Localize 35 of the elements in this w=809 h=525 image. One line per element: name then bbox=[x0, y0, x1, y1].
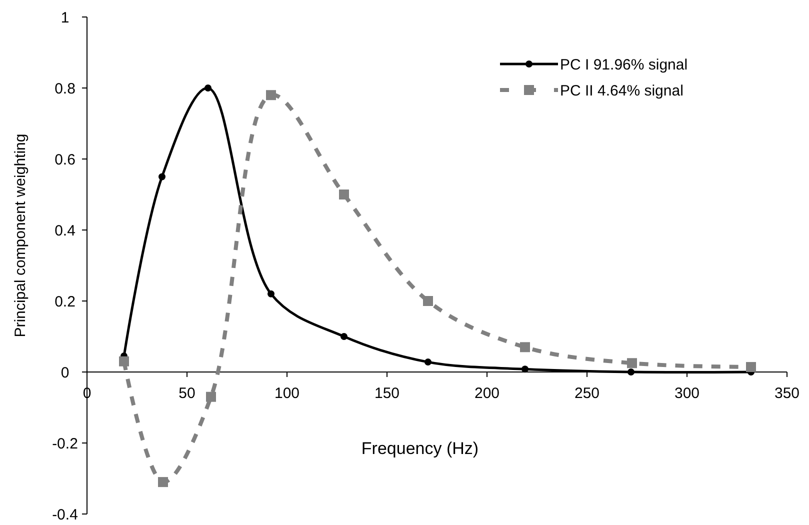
y-tick-label: 0.4 bbox=[54, 222, 76, 240]
y-tick-label: 1 bbox=[60, 9, 70, 26]
y-tick-label: -0.2 bbox=[52, 435, 78, 452]
point bbox=[424, 358, 432, 366]
y-tick-label: -0.4 bbox=[52, 506, 78, 524]
x-tick-label: 350 bbox=[774, 385, 800, 402]
y-tick-label: 0.8 bbox=[54, 80, 76, 98]
y-tick-label: 0.6 bbox=[54, 151, 76, 168]
y-axis-title: Principal component weighting bbox=[12, 134, 29, 338]
point bbox=[522, 366, 528, 373]
x-tick-label: 150 bbox=[374, 385, 400, 402]
point bbox=[158, 477, 168, 488]
x-tick-label: 250 bbox=[574, 385, 600, 402]
point bbox=[158, 173, 166, 180]
point bbox=[206, 392, 216, 402]
point bbox=[627, 358, 637, 368]
y-tick-label: 0.2 bbox=[54, 293, 76, 310]
point bbox=[119, 356, 129, 366]
point bbox=[628, 368, 634, 376]
y-tick-label: 0 bbox=[60, 364, 70, 382]
point bbox=[520, 342, 530, 352]
x-tick-label: 200 bbox=[474, 385, 500, 402]
point bbox=[423, 296, 433, 306]
point bbox=[268, 290, 274, 298]
point bbox=[204, 84, 212, 92]
legend-label: PC I 91.96% signal bbox=[560, 56, 688, 74]
legend-label: PC II 4.64% signal bbox=[560, 82, 684, 100]
point bbox=[339, 190, 349, 200]
point bbox=[266, 90, 276, 100]
x-tick-label: 100 bbox=[274, 385, 300, 402]
point bbox=[340, 333, 348, 340]
x-tick-label: 50 bbox=[178, 385, 196, 402]
x-tick-label: 300 bbox=[674, 385, 700, 402]
point bbox=[746, 362, 756, 372]
x-axis-title: Frequency (Hz) bbox=[361, 439, 479, 458]
